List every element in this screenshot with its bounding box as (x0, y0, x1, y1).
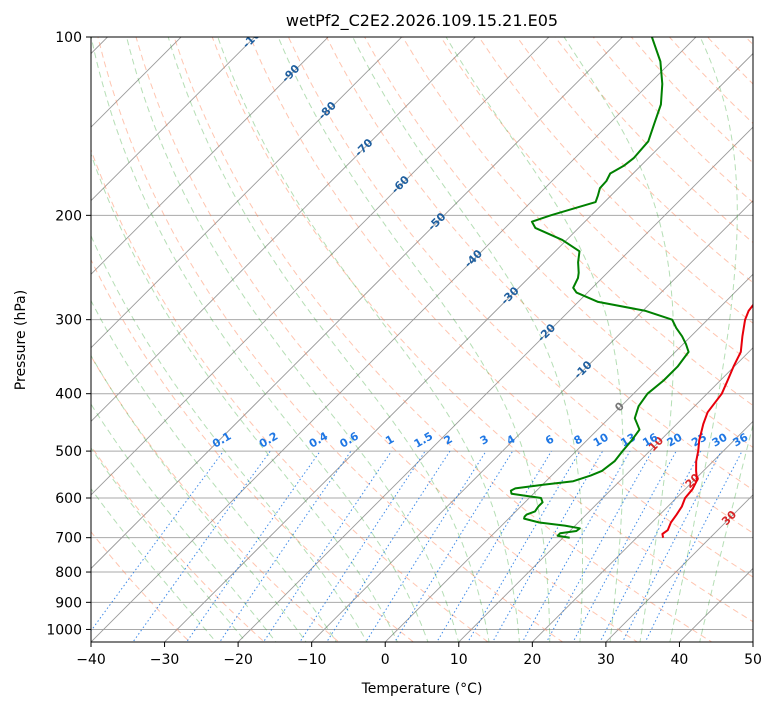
background-lines (91, 37, 753, 642)
mixing-ratio-line (467, 450, 581, 642)
isobar-lines (91, 37, 753, 630)
mixing-ratio-line (599, 450, 702, 642)
isotherm-lines (91, 37, 753, 642)
profiles (509, 37, 753, 539)
moist-adiabat-line (91, 234, 368, 642)
x-tick-label: 10 (450, 652, 468, 668)
dry-adiabat-line (91, 355, 340, 642)
mixing-ratio-line (394, 450, 514, 642)
y-tick-label: 500 (55, 444, 82, 460)
moist-adiabat-line (167, 37, 490, 642)
moist-adiabat-line (91, 447, 247, 642)
mixing-ratio-line (262, 450, 392, 642)
isotherm-line (91, 37, 624, 570)
mixing-ratio-line (299, 450, 426, 642)
isotherm-line (458, 347, 753, 642)
x-axis: −40 −30 −20 −10 0 10 20 30 40 50 (76, 642, 762, 668)
x-tick-label: 30 (597, 652, 615, 668)
isotherm-line (311, 200, 753, 642)
mixing-ratio-lines (91, 450, 743, 642)
mixing-ratio-line (132, 450, 271, 642)
y-axis: 100 200 300 400 500 600 700 800 900 1000 (46, 30, 91, 638)
y-tick-label: 200 (55, 208, 82, 224)
moist-adiabat-line (126, 37, 460, 642)
x-tick-label: −10 (297, 652, 327, 668)
dewpoint-profile (509, 37, 690, 539)
moist-adiabat-line (699, 422, 753, 642)
dry-adiabat-line (97, 37, 564, 642)
dry-adiabat-line (364, 37, 753, 449)
mixing-ratio-line (436, 450, 552, 642)
dry-adiabat-line (211, 37, 753, 623)
dry-adiabat-lines (91, 37, 753, 642)
y-axis-title: Pressure (hPa) (13, 290, 29, 390)
temperature-profile (661, 303, 753, 538)
mixing-ratio-line (546, 450, 653, 642)
moist-adiabat-line (91, 299, 338, 642)
dry-adiabat-line (91, 148, 489, 642)
y-tick-label: 100 (55, 30, 82, 46)
x-tick-label: −40 (76, 652, 106, 668)
moist-adiabat-line (91, 152, 398, 642)
mixing-ratio-line (572, 450, 677, 642)
isotherm-line (237, 126, 753, 642)
moist-adiabat-line (91, 354, 307, 642)
y-tick-label: 400 (55, 387, 82, 403)
mixing-ratio-line (365, 450, 487, 642)
isotherm-line (605, 494, 753, 642)
x-tick-label: −20 (223, 652, 253, 668)
dry-adiabat-line (249, 37, 753, 578)
y-tick-label: 600 (55, 491, 82, 507)
dry-adiabat-line (287, 37, 753, 534)
isotherm-line (163, 52, 753, 642)
moist-adiabat-line (91, 403, 277, 642)
moist-adiabat-line (445, 37, 624, 642)
plot-frame (90, 36, 754, 643)
isotherm-line (91, 37, 476, 422)
x-axis-title: Temperature (°C) (361, 681, 483, 697)
y-tick-label: 1000 (46, 622, 82, 638)
isotherm-line (91, 37, 697, 642)
mixing-ratio-line (219, 450, 352, 642)
dry-adiabat-line (173, 37, 713, 642)
y-tick-label: 300 (55, 313, 82, 329)
x-tick-label: 40 (671, 652, 689, 668)
x-tick-label: 20 (523, 652, 541, 668)
moist-adiabat-line (277, 37, 551, 642)
dry-adiabat-line (402, 37, 753, 407)
isotherm-line (91, 37, 550, 496)
dry-adiabat-line (91, 445, 265, 642)
isotherm-line (531, 420, 753, 642)
moist-adiabat-line (563, 37, 675, 642)
dry-adiabat-line (135, 37, 639, 642)
moist-adiabat-line (217, 37, 520, 642)
moist-adiabat-line (352, 37, 583, 642)
x-tick-label: −30 (150, 652, 180, 668)
moist-adiabat-lines (91, 37, 753, 642)
dry-adiabat-line (516, 37, 753, 284)
chart-title: wetPf2_C2E2.2026.109.15.21.E05 (286, 11, 558, 31)
x-tick-label: 0 (381, 652, 390, 668)
y-tick-label: 800 (55, 565, 82, 581)
x-tick-label: 50 (744, 652, 762, 668)
y-tick-label: 900 (55, 595, 82, 611)
moist-adiabat-line (669, 37, 738, 642)
y-tick-label: 700 (55, 531, 82, 547)
dry-adiabat-line (91, 258, 415, 642)
moist-adiabat-line (91, 37, 429, 642)
isotherm-line (384, 273, 753, 642)
dry-adiabat-line (91, 531, 191, 642)
mixing-ratio-line (492, 450, 604, 642)
dry-adiabat-line (440, 37, 753, 365)
mixing-ratio-line (326, 450, 451, 642)
isotherm-line (91, 37, 403, 349)
moist-adiabat-line (91, 487, 217, 642)
